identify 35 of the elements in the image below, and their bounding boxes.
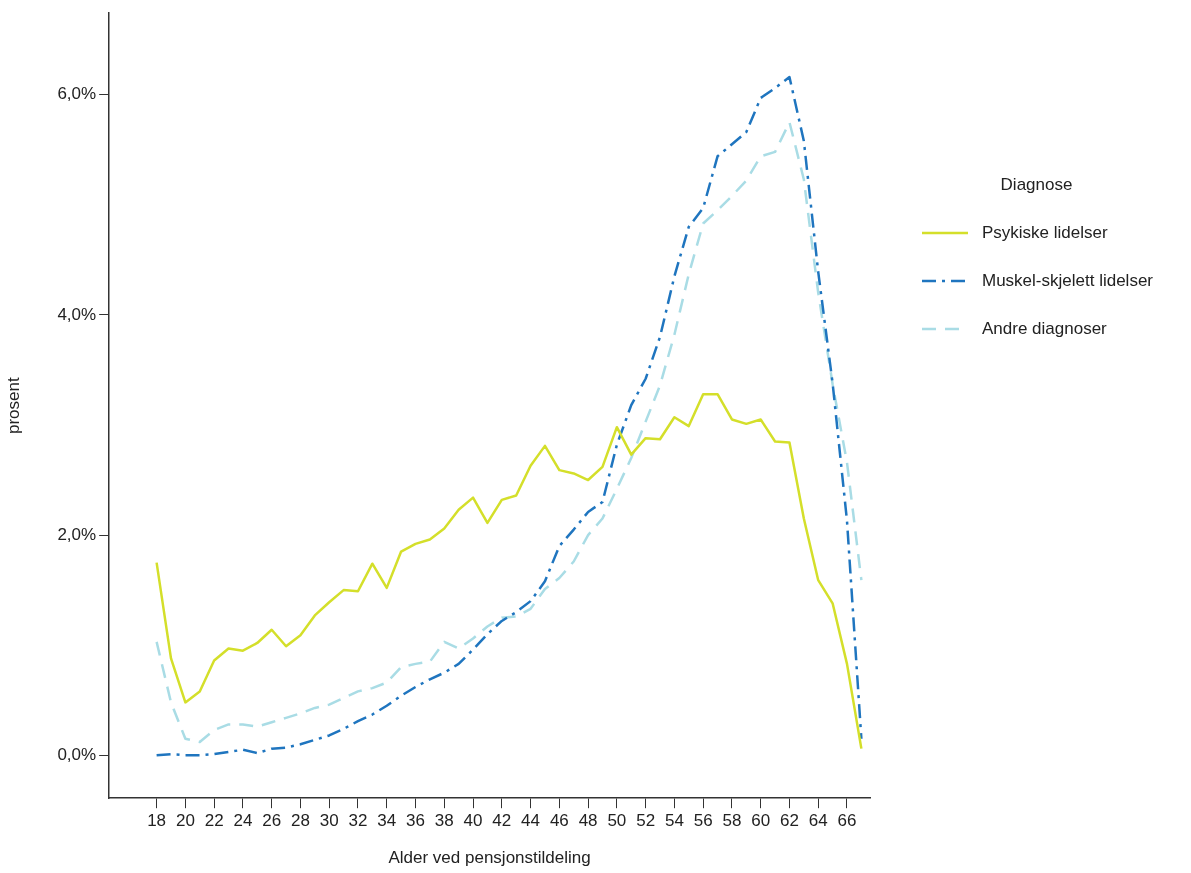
x-tick-label: 66 [837, 811, 857, 831]
legend-label: Muskel-skjelett lidelser [982, 271, 1153, 291]
x-tick-label: 38 [434, 811, 454, 831]
y-tick-label: 0,0% [57, 744, 97, 764]
x-tick-label: 30 [319, 811, 339, 831]
x-tick-label: 28 [290, 811, 310, 831]
x-tick-label: 62 [780, 811, 799, 831]
x-tick-label: 50 [607, 811, 627, 831]
x-tick-label: 46 [549, 811, 569, 831]
legend-title: Diagnose [999, 175, 1074, 195]
y-axis-title: prosent [3, 377, 23, 435]
x-tick-label: 48 [578, 811, 598, 831]
x-tick-label: 20 [175, 811, 195, 831]
x-tick-label: 36 [406, 811, 425, 831]
x-tick-label: 64 [808, 811, 828, 831]
x-tick-label: 26 [262, 811, 282, 831]
x-tick-label: 60 [751, 811, 771, 831]
y-tick-label: 6,0% [57, 84, 97, 104]
legend-label: Andre diagnoser [982, 319, 1107, 339]
x-tick-label: 32 [348, 811, 368, 831]
x-tick-label: 58 [722, 811, 742, 831]
x-tick-label: 22 [204, 811, 224, 831]
legend-label: Psykiske lidelser [982, 223, 1108, 243]
x-tick-label: 44 [521, 811, 541, 831]
y-tick-label: 2,0% [57, 524, 97, 544]
x-tick-label: 40 [463, 811, 483, 831]
y-tick-label: 4,0% [57, 304, 97, 324]
x-tick-label: 34 [377, 811, 397, 831]
x-tick-label: 54 [664, 811, 684, 831]
x-tick-label: 18 [147, 811, 167, 831]
x-tick-label: 52 [636, 811, 656, 831]
x-tick-label: 56 [693, 811, 713, 831]
x-tick-label: 24 [233, 811, 253, 831]
x-axis-title: Alder ved pensjonstildeling [388, 848, 591, 868]
x-tick-label: 42 [492, 811, 512, 831]
